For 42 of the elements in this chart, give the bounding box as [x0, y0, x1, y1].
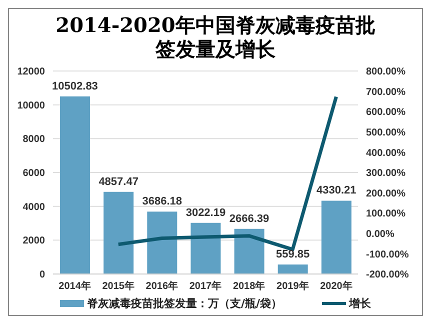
- legend-label: 脊灰减毒疫苗批签发量：万（支/瓶/袋）: [86, 296, 282, 311]
- data-label: 3022.19: [186, 206, 226, 219]
- bar: [60, 96, 90, 274]
- legend-label: 增长: [349, 296, 372, 311]
- y-tick-label: 4000: [22, 202, 46, 213]
- y-tick-label: 12000: [17, 66, 46, 78]
- bar: [190, 222, 221, 274]
- data-label: 2666.39: [229, 212, 270, 225]
- x-tick-label: 2014年: [58, 280, 91, 292]
- bar: [278, 264, 308, 274]
- y-tick-label: 0: [39, 270, 46, 281]
- y-tick-label: 2000: [22, 236, 46, 247]
- y-tick-label: 6000: [22, 168, 46, 180]
- y2-tick-label: 100.00%: [366, 208, 406, 220]
- bar: [234, 228, 264, 274]
- x-tick-label: 2019年: [276, 280, 309, 292]
- x-tick-label: 2017年: [189, 280, 222, 292]
- x-tick-label: 2016年: [146, 280, 178, 292]
- x-tick-label: 2015年: [102, 280, 134, 292]
- y-tick-label: 8000: [22, 134, 46, 146]
- y2-tick-label: 700.00%: [366, 86, 406, 98]
- data-label: 559.85: [276, 248, 310, 261]
- y2-tick-label: -200.00%: [366, 270, 409, 281]
- y2-tick-label: -100.00%: [366, 249, 409, 260]
- x-tick-label: 2018年: [232, 280, 266, 292]
- y2-tick-label: 400.00%: [366, 148, 406, 159]
- data-label: 10502.83: [52, 80, 98, 92]
- chart-title: 2014-2020年中国脊灰减毒疫苗批签发量及增长: [54, 12, 376, 61]
- y2-tick-label: 300.00%: [366, 168, 406, 180]
- bar: [147, 212, 178, 274]
- data-label: 4857.47: [98, 176, 138, 188]
- y2-tick-label: 600.00%: [366, 107, 406, 118]
- y2-tick-label: 800.00%: [366, 66, 406, 78]
- y2-tick-label: 200.00%: [366, 188, 406, 200]
- y-tick-label: 10000: [17, 100, 46, 112]
- bar: [104, 192, 134, 274]
- data-label: 3686.18: [142, 196, 182, 208]
- x-tick-label: 2020年: [320, 280, 352, 292]
- bar: [321, 200, 352, 274]
- y2-tick-label: 0.00%: [366, 228, 394, 240]
- y2-tick-label: 500.00%: [366, 127, 406, 138]
- data-label: 4330.21: [316, 184, 356, 197]
